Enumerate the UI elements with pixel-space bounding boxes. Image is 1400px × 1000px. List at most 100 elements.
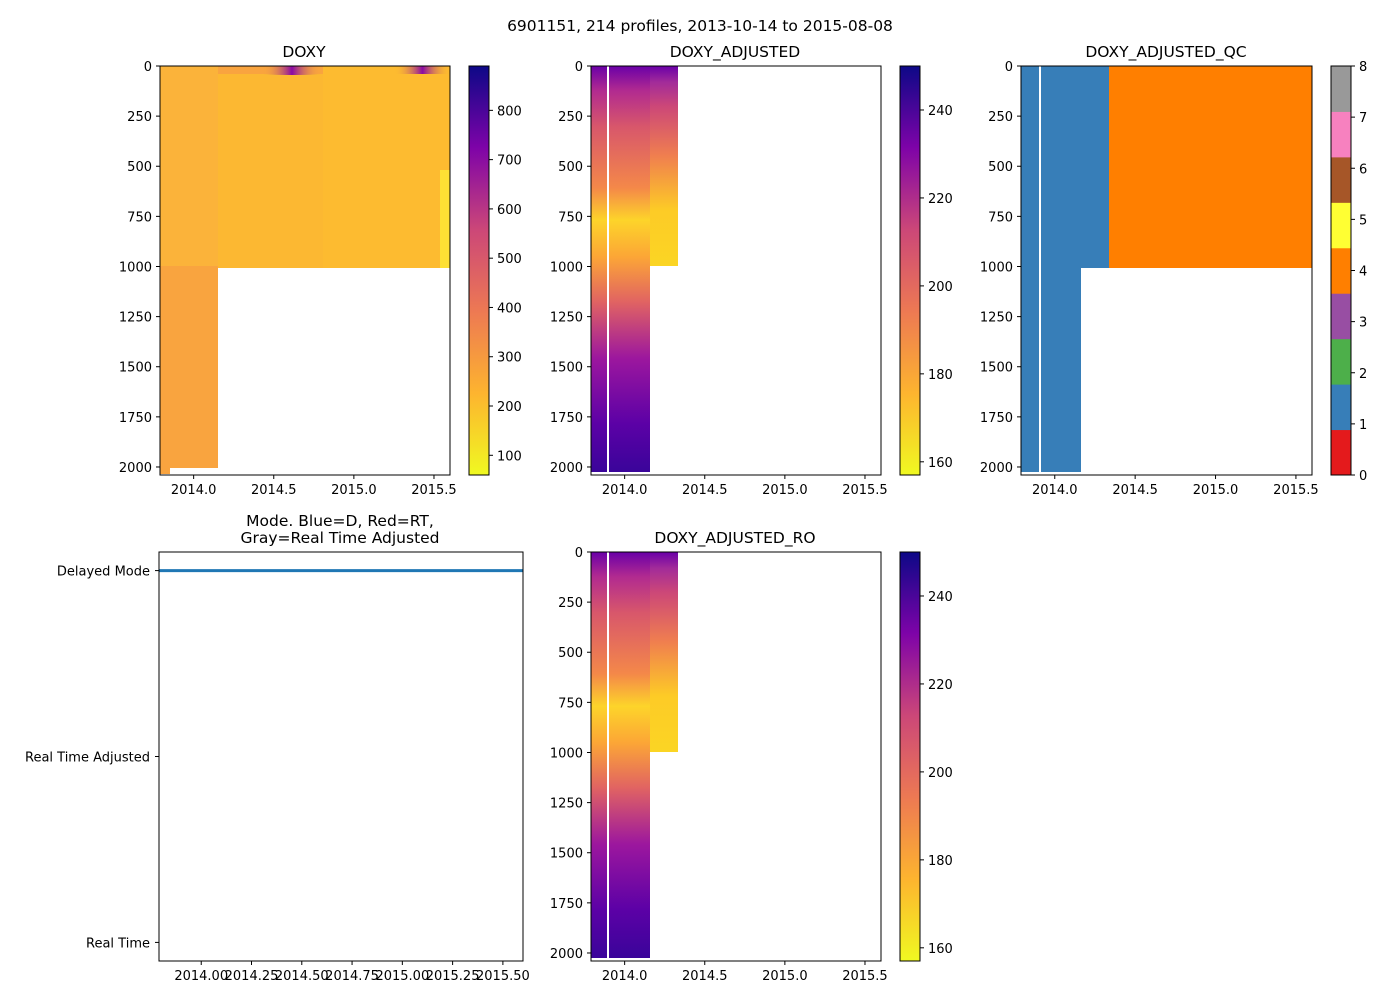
x-tick-label: 2014.50 — [275, 969, 329, 984]
doxy-deep-upper — [160, 66, 218, 266]
panel-doxy: DOXY 2014.0 2014.5 2015.0 2015.5 0 250 500 750… — [119, 43, 522, 498]
colorbar-tick-label: 4 — [1359, 265, 1367, 280]
x-tick-label: 2015.00 — [375, 969, 429, 984]
axes-frame-doxy-adjusted-qc — [1020, 65, 1313, 476]
axes-frame-doxy — [159, 65, 451, 476]
panel-title-doxy: DOXY — [282, 43, 326, 61]
qc-shallow-flag-1 — [1081, 66, 1109, 268]
doxy-surface-high-1 — [262, 66, 322, 75]
x-tick-label: 2015.50 — [476, 969, 530, 984]
y-ticks-doxy-adjusted-qc: 0 250 500 750 1000 1250 1500 1750 2000 — [980, 60, 1021, 476]
doxy-adjusted-deep — [591, 66, 650, 472]
x-ticks-doxy-adjusted-qc: 2014.0 2014.5 2015.0 2015.5 — [1032, 475, 1319, 498]
doxy-ro-shallow — [650, 552, 678, 752]
doxy-ro-gap — [607, 552, 609, 958]
y-tick-label: 1000 — [550, 746, 583, 761]
y-tick-label: 1000 — [550, 260, 583, 275]
y-tick-label: 750 — [127, 210, 152, 225]
y-tick-label: 750 — [558, 210, 583, 225]
doxy-low-patch — [440, 170, 450, 268]
x-tick-label: 2015.5 — [1273, 483, 1319, 498]
x-ticks-doxy: 2014.0 2014.5 2015.0 2015.5 — [171, 475, 457, 498]
colorbar-ticks-doxy-adjusted-qc: 0 1 2 3 4 5 6 7 8 — [1351, 60, 1367, 484]
colorbar-tick-label: 160 — [928, 456, 953, 471]
qc-colorbar-segment — [1331, 429, 1351, 476]
x-ticks-doxy-adjusted-ro: 2014.0 2014.5 2015.0 2015.5 — [602, 961, 888, 984]
doxy-adjusted-gap — [607, 66, 609, 472]
qc-colorbar-segment — [1331, 111, 1351, 158]
colorbar-tick-label: 220 — [928, 192, 953, 207]
colorbar-ticks-doxy-adjusted-ro: 160 180 200 220 240 — [920, 590, 953, 957]
panel-doxy-adjusted-ro: DOXY_ADJUSTED_RO 2014.0 2014.5 2015.0 2015.… — [550, 529, 953, 984]
colorbar-tick-label: 500 — [497, 252, 522, 267]
x-tick-label: 2014.0 — [171, 483, 217, 498]
colorbar-tick-label: 400 — [497, 301, 522, 316]
panel-title-mode-line1: Mode. Blue=D, Red=RT, — [246, 512, 434, 530]
colorbar-doxy-adjusted-ro — [899, 551, 921, 962]
axes-frame-doxy-adjusted-ro — [590, 551, 882, 962]
y-tick-label: 1500 — [119, 361, 152, 376]
y-tick-label: 750 — [988, 210, 1013, 225]
colorbar-tick-label: 0 — [1359, 469, 1367, 484]
colorbar-tick-label: 7 — [1359, 111, 1367, 126]
y-tick-label: 750 — [558, 696, 583, 711]
y-tick-label: 0 — [575, 60, 583, 75]
x-tick-label: 2014.5 — [251, 483, 297, 498]
x-tick-label: 2014.5 — [682, 483, 728, 498]
x-tick-label: 2014.0 — [602, 483, 648, 498]
qc-gap — [1039, 66, 1041, 472]
colorbar-tick-label: 200 — [928, 280, 953, 295]
panel-doxy-adjusted-qc: DOXY_ADJUSTED_QC 2014.0 2014.5 2015.0 2015.… — [980, 43, 1367, 498]
y-ticks-mode: Delayed Mode Real Time Adjusted Real Time — [25, 565, 159, 951]
doxy-deep-edge — [160, 466, 170, 474]
colorbar-doxy-adjusted-qc — [1331, 66, 1351, 476]
x-tick-label: 2015.5 — [842, 969, 888, 984]
x-tick-label: 2015.5 — [411, 483, 457, 498]
y-tick-label: 1750 — [980, 411, 1013, 426]
y-tick-label: 1000 — [980, 260, 1013, 275]
colorbar-tick-label: 200 — [497, 400, 522, 415]
y-tick-label: 2000 — [550, 947, 583, 962]
heatmap-doxy-adjusted-qc-data — [1021, 66, 1312, 472]
colorbar-tick-label: 6 — [1359, 162, 1367, 177]
x-tick-label: 2014.5 — [682, 969, 728, 984]
colorbar-tick-label: 2 — [1359, 367, 1367, 382]
y-ticks-doxy: 0 250 500 750 1000 1250 1500 1750 2000 — [119, 60, 160, 476]
x-tick-label: 2015.0 — [331, 483, 377, 498]
y-tick-label: 250 — [558, 110, 583, 125]
qc-colorbar-segment — [1331, 247, 1351, 294]
colorbar-tick-label: 160 — [928, 942, 953, 957]
y-tick-label: 2000 — [119, 461, 152, 476]
y-tick-label: 500 — [988, 160, 1013, 175]
axes-frame-mode — [158, 551, 524, 962]
colorbar-ticks-doxy: 100 200 300 400 500 600 700 800 — [489, 104, 522, 464]
panel-doxy-adjusted: DOXY_ADJUSTED 2014.0 2014.5 2015.0 2015.5 0… — [550, 43, 953, 498]
qc-colorbar-segment — [1331, 66, 1351, 112]
colorbar-tick-label: 180 — [928, 854, 953, 869]
y-tick-label: 1500 — [550, 361, 583, 376]
colorbar-tick-label: 180 — [928, 368, 953, 383]
panel-title-doxy-adjusted-qc: DOXY_ADJUSTED_QC — [1085, 43, 1246, 62]
x-tick-label: 2015.5 — [842, 483, 888, 498]
colorbar-tick-label: 200 — [928, 766, 953, 781]
y-tick-label: 1750 — [550, 897, 583, 912]
doxy-ro-deep — [591, 552, 650, 958]
panel-mode: Mode. Blue=D, Red=RT, Gray=Real Time Adj… — [25, 512, 530, 984]
doxy-shallow-late — [323, 66, 450, 268]
figure-suptitle: 6901151, 214 profiles, 2013-10-14 to 201… — [507, 17, 893, 35]
y-tick-label: 1250 — [550, 311, 583, 326]
y-tick-label: 1500 — [980, 361, 1013, 376]
y-tick-label: 1250 — [550, 797, 583, 812]
x-tick-label: 2015.0 — [1193, 483, 1239, 498]
x-tick-label: 2014.5 — [1112, 483, 1158, 498]
y-tick-label: 250 — [988, 110, 1013, 125]
y-tick-label: 1250 — [980, 311, 1013, 326]
panel-title-mode-line2: Gray=Real Time Adjusted — [240, 529, 439, 547]
x-ticks-doxy-adjusted: 2014.0 2014.5 2015.0 2015.5 — [602, 475, 888, 498]
x-tick-label: 2014.0 — [1032, 483, 1078, 498]
qc-colorbar-segment — [1331, 156, 1351, 203]
colorbar-tick-label: 600 — [497, 203, 522, 218]
qc-shallow-flag-4 — [1109, 66, 1312, 268]
y-tick-label: 1500 — [550, 847, 583, 862]
